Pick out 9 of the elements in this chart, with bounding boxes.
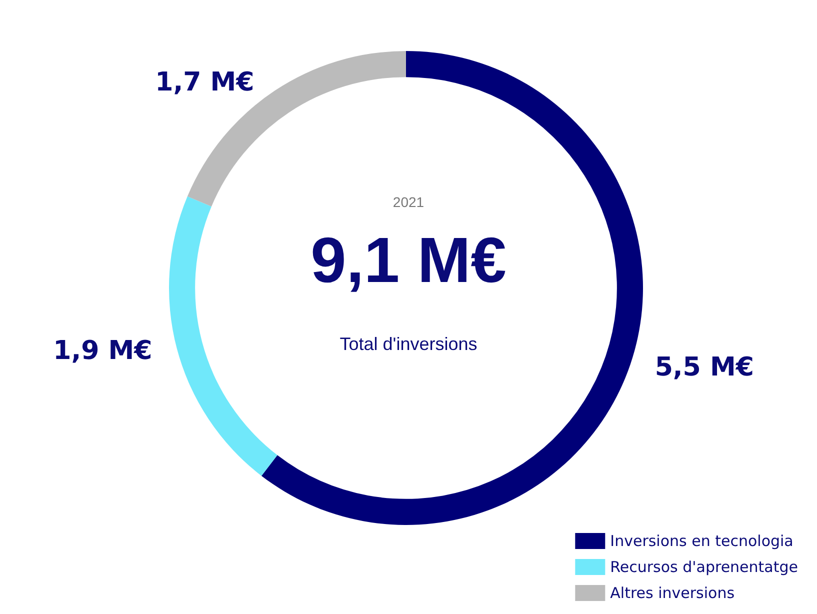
data-label: 5,5 M€	[654, 352, 754, 383]
text: Total d'inversions	[340, 334, 478, 354]
legend-label: Inversions en tecnologia	[610, 532, 794, 550]
data-label: 1,9 M€	[53, 336, 152, 366]
text: 2021	[392, 194, 424, 210]
text: 9,1 M€	[310, 224, 506, 296]
legend-label: Altres inversions	[610, 584, 735, 602]
legend-label: Recursos d'aprenentatge	[610, 558, 798, 576]
data-label: 1,7 M€	[155, 67, 254, 98]
